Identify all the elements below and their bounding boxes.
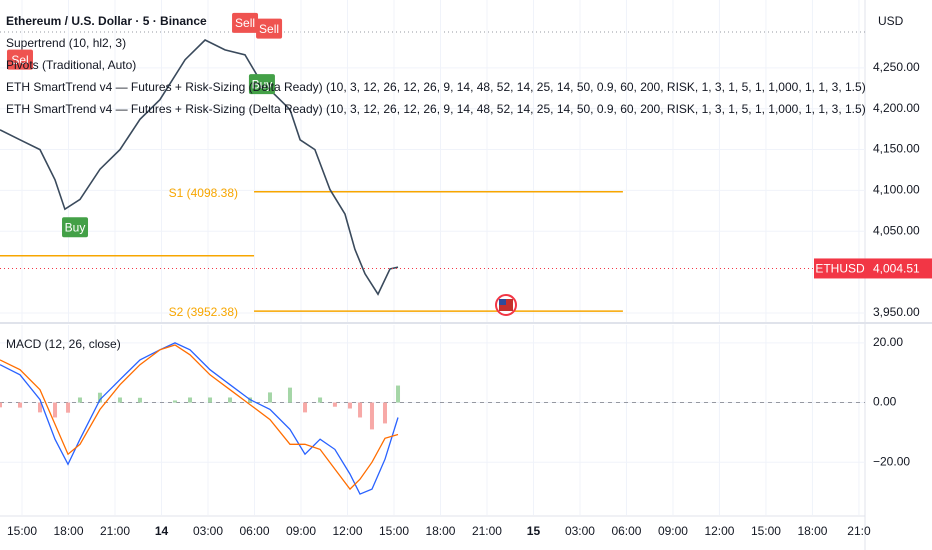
x-tick-label: 18:00	[797, 524, 827, 538]
x-tick-label: 15	[527, 524, 541, 538]
x-tick-label: 21:0	[847, 524, 871, 538]
signal-box	[6, 49, 33, 70]
histogram-bar	[347, 402, 352, 409]
signal-text: Sell	[235, 16, 255, 30]
histogram-bar	[77, 397, 82, 403]
signal-box	[62, 217, 89, 238]
y-tick-label: 20.00	[873, 335, 903, 349]
series-line	[0, 39, 399, 296]
series-line	[0, 344, 399, 491]
x-tick-label: 12:00	[332, 524, 362, 538]
y-tick-label: 4,200.00	[873, 101, 920, 115]
signal-text: Sell	[259, 22, 279, 36]
x-tick-label: 12:00	[704, 524, 734, 538]
x-tick-label: 15:00	[751, 524, 781, 538]
symbol-tag	[814, 258, 866, 279]
x-tick-label: 15:00	[7, 524, 37, 538]
legend-item: Pivots (Traditional, Auto)	[6, 58, 136, 72]
signal-box	[256, 18, 283, 39]
signal-box	[232, 12, 259, 33]
y-tick-label: 3,950.00	[873, 305, 920, 319]
histogram-bar	[53, 402, 58, 418]
signal-text: Sel	[11, 53, 28, 67]
histogram-bar	[97, 392, 102, 403]
histogram-bar	[332, 402, 337, 407]
histogram-bar	[396, 385, 401, 403]
pivot-label: S2 (3952.38)	[169, 305, 238, 319]
signal-label: Sel	[6, 49, 33, 70]
histogram-bar	[358, 402, 363, 418]
y-tick-label: 4,150.00	[873, 142, 920, 156]
signal-box	[248, 74, 275, 95]
price-tag	[866, 258, 932, 279]
x-tick-label: 06:00	[611, 524, 641, 538]
histogram-bar	[287, 387, 292, 403]
symbol-tag-text: ETHUSD	[815, 262, 865, 276]
x-tick-label: 03:00	[193, 524, 223, 538]
signal-label: Buy	[62, 217, 89, 238]
y-tick-label: 4,250.00	[873, 60, 920, 74]
legend-item: ETH SmartTrend v4 — Futures + Risk-Sizin…	[6, 80, 866, 94]
histogram-bar	[172, 400, 177, 403]
signal-label: Sell	[256, 18, 283, 39]
histogram-bar	[37, 402, 42, 413]
histogram-bar	[382, 402, 387, 424]
currency: USD	[878, 14, 904, 28]
pivot-label: S1 (4098.38)	[169, 186, 238, 200]
signal-text: Buy	[65, 220, 86, 234]
y-tick-label: 4,050.00	[873, 223, 920, 237]
x-tick-label: 06:00	[239, 524, 269, 538]
flag-icon	[495, 294, 517, 316]
histogram-bar	[188, 397, 193, 403]
signal-label: Buy	[248, 74, 275, 95]
legend-item: ETH SmartTrend v4 — Futures + Risk-Sizin…	[6, 102, 866, 116]
histogram-bar	[0, 402, 2, 408]
y-tick-label: 4,100.00	[873, 183, 920, 197]
price-tag-text: 4,004.51	[873, 262, 920, 276]
signal-text: Buy	[252, 77, 273, 91]
histogram-bar	[267, 392, 272, 403]
x-tick-label: 14	[155, 524, 169, 538]
histogram-bar	[318, 397, 323, 403]
x-tick-label: 09:00	[286, 524, 316, 538]
x-tick-label: 15:00	[379, 524, 409, 538]
x-tick-label: 21:00	[472, 524, 502, 538]
histogram-bar	[17, 402, 22, 408]
histogram-bar	[208, 397, 213, 403]
macd-title: MACD (12, 26, close)	[6, 337, 121, 351]
symbol-title: Ethereum / U.S. Dollar · 5 · Binance	[6, 14, 207, 28]
histogram-bar	[369, 402, 374, 430]
x-tick-label: 21:00	[100, 524, 130, 538]
histogram-bar	[303, 402, 308, 413]
x-tick-label: 18:00	[425, 524, 455, 538]
histogram-bar	[137, 397, 142, 403]
histogram-bar	[117, 397, 122, 403]
x-tick-label: 09:00	[658, 524, 688, 538]
y-tick-label: −20.00	[873, 454, 910, 468]
y-tick-label: 0.00	[873, 395, 897, 409]
signal-label: Sell	[232, 12, 259, 33]
histogram-bar	[228, 397, 233, 403]
histogram-bar	[66, 402, 71, 413]
series-line	[0, 342, 399, 495]
legend-item: Supertrend (10, hl2, 3)	[6, 36, 126, 50]
x-tick-label: 18:00	[53, 524, 83, 538]
x-tick-label: 03:00	[565, 524, 595, 538]
